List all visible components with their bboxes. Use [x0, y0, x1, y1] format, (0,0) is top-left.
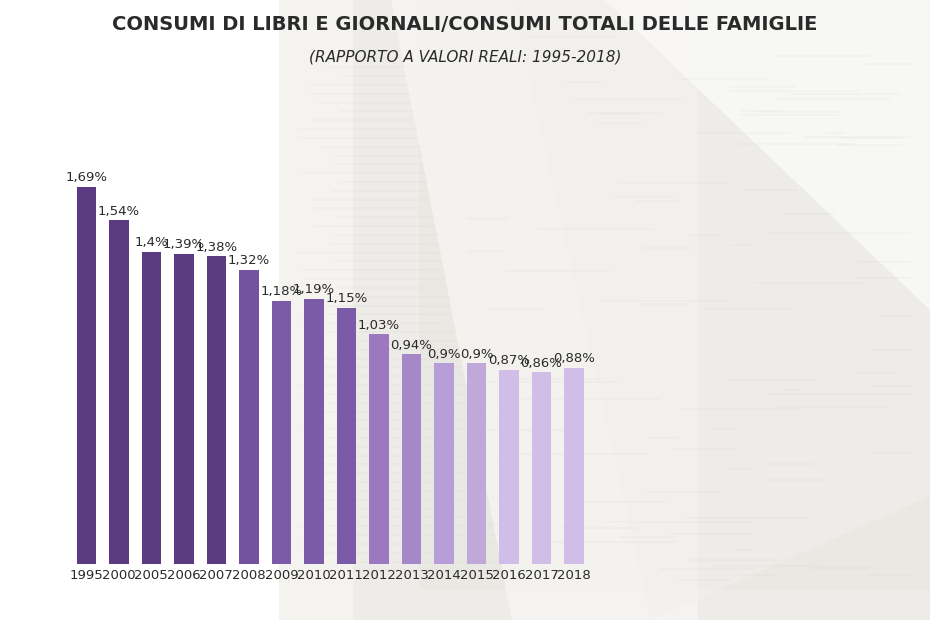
Text: 0,88%: 0,88% — [553, 352, 595, 365]
Polygon shape — [604, 0, 930, 310]
Text: 0,86%: 0,86% — [521, 356, 563, 370]
Text: 1,15%: 1,15% — [326, 292, 367, 305]
Bar — [206, 256, 226, 564]
Polygon shape — [512, 0, 930, 620]
Bar — [279, 0, 930, 620]
Text: 1,4%: 1,4% — [135, 236, 168, 249]
Bar — [304, 299, 324, 564]
Text: 1,19%: 1,19% — [293, 283, 335, 296]
Polygon shape — [391, 0, 698, 620]
Text: 1,32%: 1,32% — [228, 254, 270, 267]
Bar — [109, 221, 128, 564]
Text: 0,94%: 0,94% — [391, 339, 432, 352]
Text: 0,9%: 0,9% — [427, 348, 460, 361]
Text: 1,54%: 1,54% — [98, 205, 140, 218]
Bar — [353, 0, 930, 620]
Bar — [141, 252, 161, 564]
Text: 1,69%: 1,69% — [65, 171, 107, 184]
Text: 0,87%: 0,87% — [488, 355, 530, 367]
Bar — [434, 363, 454, 564]
Bar — [402, 355, 421, 564]
Text: (RAPPORTO A VALORI REALI: 1995-2018): (RAPPORTO A VALORI REALI: 1995-2018) — [309, 50, 621, 64]
Text: CONSUMI DI LIBRI E GIORNALI/CONSUMI TOTALI DELLE FAMIGLIE: CONSUMI DI LIBRI E GIORNALI/CONSUMI TOTA… — [113, 16, 817, 35]
Bar — [467, 363, 486, 564]
Text: 1,38%: 1,38% — [195, 241, 237, 254]
Text: 1,03%: 1,03% — [358, 319, 400, 332]
Bar — [337, 308, 356, 564]
Bar — [369, 334, 389, 564]
Text: 1,39%: 1,39% — [163, 238, 205, 251]
Bar — [272, 301, 291, 564]
Bar — [76, 187, 96, 564]
Text: 0,9%: 0,9% — [459, 348, 493, 361]
Bar — [499, 370, 519, 564]
Text: 1,18%: 1,18% — [260, 285, 302, 298]
Bar — [532, 372, 551, 564]
Bar — [239, 270, 259, 564]
Bar — [418, 0, 930, 589]
Bar — [565, 368, 584, 564]
Bar — [174, 254, 193, 564]
